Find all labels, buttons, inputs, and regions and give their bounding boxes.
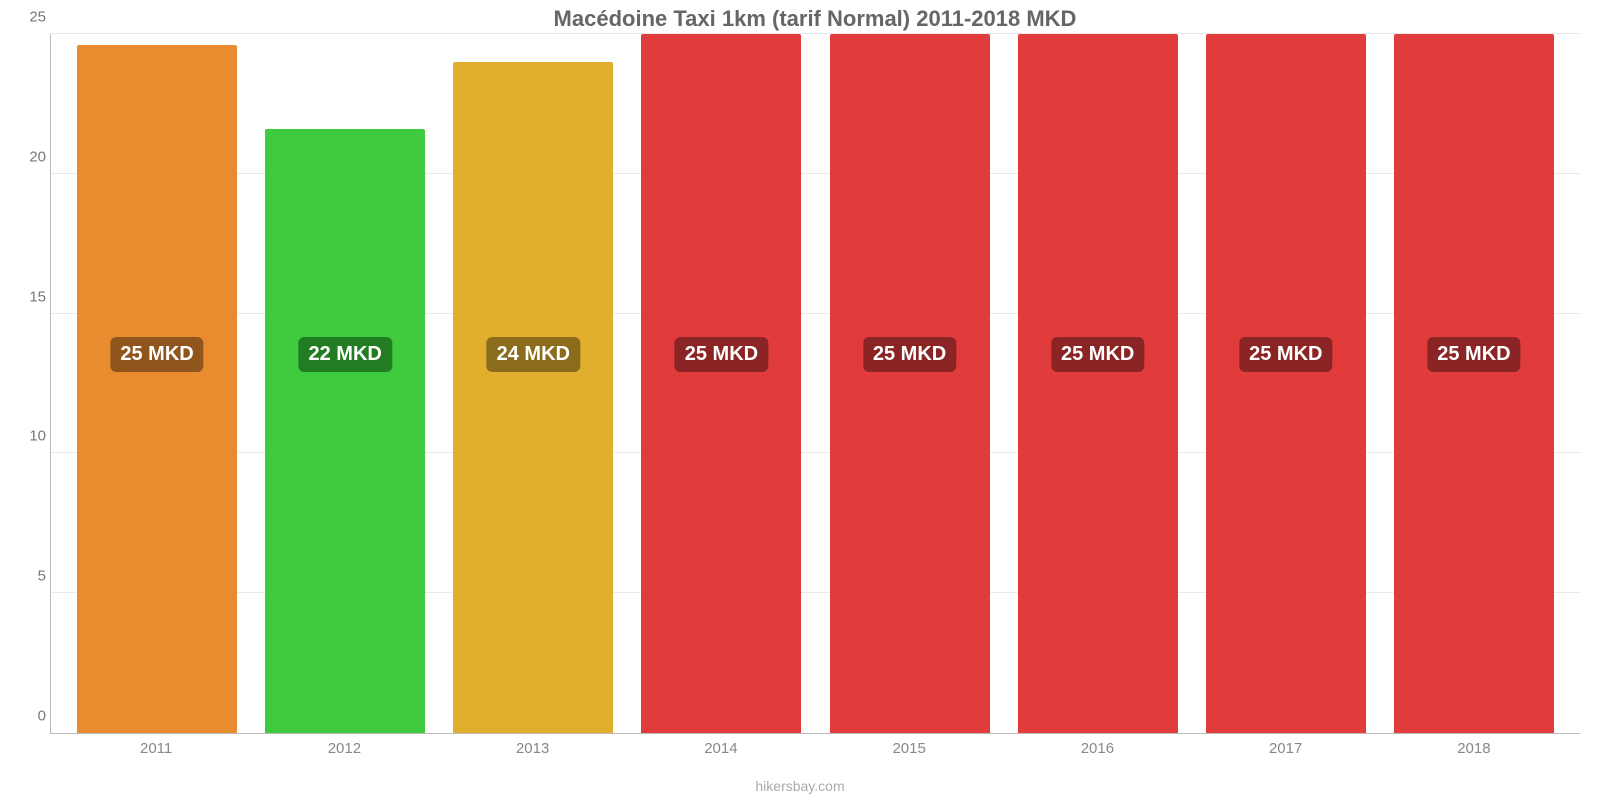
bar-slot: 25 MKD [1004, 34, 1192, 733]
x-axis-labels: 20112012201320142015201620172018 [50, 734, 1580, 757]
bar [1394, 34, 1554, 733]
x-tick-label: 2017 [1192, 740, 1380, 757]
bar-value-label: 24 MKD [487, 337, 580, 372]
bar [641, 34, 801, 733]
bar-slot: 24 MKD [439, 34, 627, 733]
y-tick-label: 10 [16, 428, 46, 445]
bar-value-label: 25 MKD [863, 337, 956, 372]
y-tick-label: 25 [16, 9, 46, 26]
y-tick-label: 0 [16, 708, 46, 725]
bar-value-label: 22 MKD [299, 337, 392, 372]
x-tick-label: 2014 [627, 740, 815, 757]
bar-value-label: 25 MKD [1239, 337, 1332, 372]
bar-slot: 25 MKD [63, 34, 251, 733]
x-tick-label: 2016 [1003, 740, 1191, 757]
x-tick-label: 2012 [250, 740, 438, 757]
bar-value-label: 25 MKD [1051, 337, 1144, 372]
bar [453, 62, 613, 733]
y-tick-label: 5 [16, 568, 46, 585]
bar-value-label: 25 MKD [1427, 337, 1520, 372]
bar [1018, 34, 1178, 733]
x-tick-label: 2018 [1380, 740, 1568, 757]
bar-slot: 25 MKD [627, 34, 815, 733]
bar [265, 129, 425, 733]
bars-group: 25 MKD 22 MKD 24 MKD 25 MKD 25 MKD 25 MKD 25 M… [51, 34, 1580, 733]
x-tick-label: 2011 [62, 740, 250, 757]
y-tick-label: 20 [16, 148, 46, 165]
bar [1206, 34, 1366, 733]
bar-value-label: 25 MKD [110, 337, 203, 372]
bar-slot: 25 MKD [1192, 34, 1380, 733]
bar [77, 45, 237, 733]
x-tick-label: 2013 [439, 740, 627, 757]
bar-slot: 25 MKD [816, 34, 1004, 733]
chart-title: Macédoine Taxi 1km (tarif Normal) 2011-2… [50, 0, 1580, 34]
chart-container: Macédoine Taxi 1km (tarif Normal) 2011-2… [0, 0, 1600, 800]
x-tick-label: 2015 [815, 740, 1003, 757]
plot-area: 0510152025 25 MKD22 MKD24 MKD25 MKD25 MK… [50, 34, 1580, 734]
bar [830, 34, 990, 733]
bar-value-label: 25 MKD [675, 337, 768, 372]
y-tick-label: 15 [16, 288, 46, 305]
bar-slot: 25 MKD [1380, 34, 1568, 733]
attribution-text: hikersbay.com [0, 778, 1600, 794]
bar-slot: 22 MKD [251, 34, 439, 733]
